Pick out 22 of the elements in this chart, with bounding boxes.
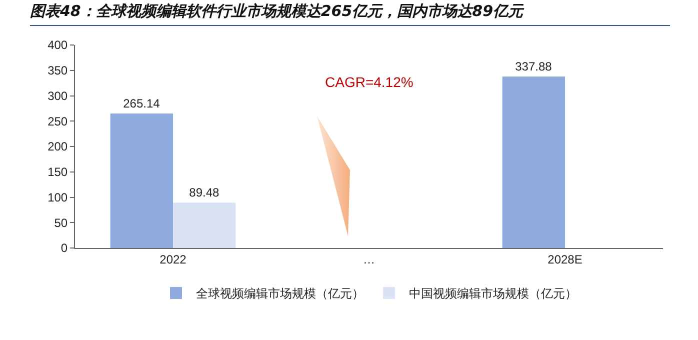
y-tick-label: 50	[54, 216, 68, 230]
x-tick-label: …	[363, 252, 375, 266]
y-tick-label: 0	[60, 241, 68, 256]
y-tick-label: 250	[48, 114, 68, 128]
y-tick-label: 150	[48, 165, 68, 180]
y-tick-label: 100	[48, 190, 68, 204]
bar	[110, 113, 173, 248]
x-tick-label: 2028E	[548, 252, 582, 266]
chart-title: 图表48：全球视频编辑软件行业市场规模达265亿元，国内市场达89亿元	[30, 2, 670, 26]
bar	[502, 76, 565, 248]
y-tick-label: 350	[48, 64, 68, 78]
data-label: 89.48	[189, 186, 220, 200]
data-label: 337.88	[515, 60, 552, 74]
legend-label: 全球视频编辑市场规模（亿元）	[196, 286, 364, 301]
annotation: CAGR=4.12%	[325, 74, 414, 90]
x-tick-label: 2022	[160, 252, 187, 266]
y-tick-label: 300	[48, 88, 68, 103]
data-label: 265.14	[123, 96, 160, 110]
bar	[173, 202, 236, 248]
y-tick-label: 200	[48, 140, 68, 154]
y-tick-label: 400	[48, 38, 68, 52]
legend-label: 中国视频编辑市场规模（亿元）	[409, 286, 577, 301]
